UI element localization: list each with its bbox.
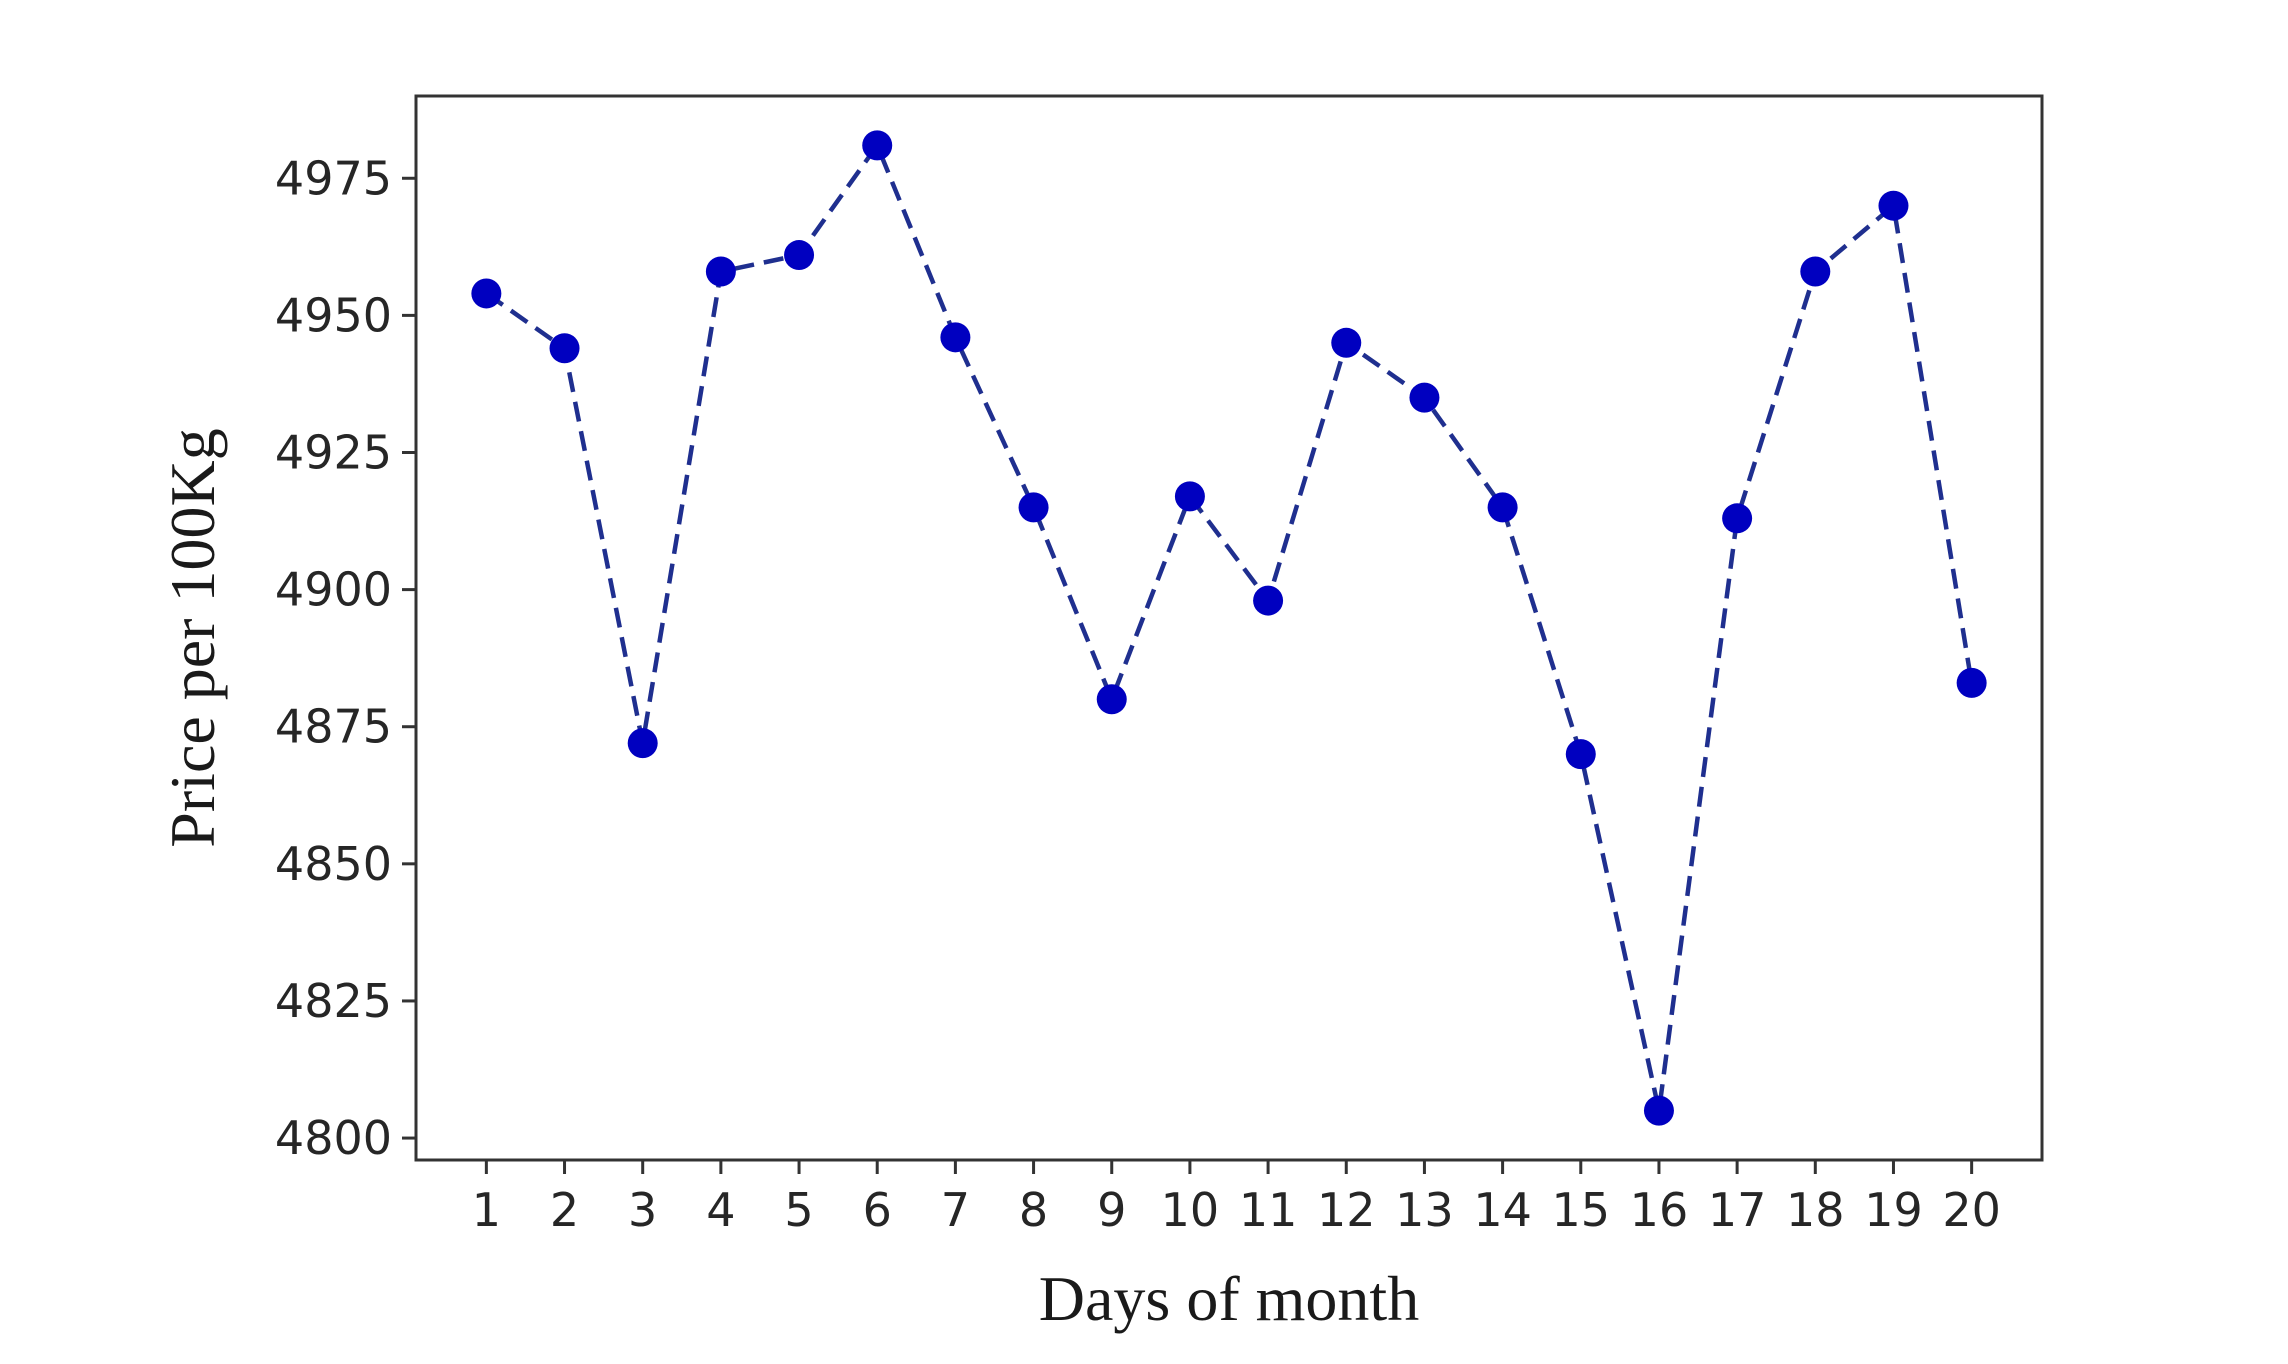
y-tick-label: 4850 bbox=[275, 837, 392, 891]
data-point bbox=[1722, 503, 1753, 534]
data-point bbox=[1643, 1095, 1674, 1126]
y-tick-label: 4825 bbox=[275, 974, 392, 1028]
x-tick-label: 14 bbox=[1473, 1183, 1532, 1237]
x-axis: 1 2 3 4 5 6 7 8 9 10 11 12 13 14 15 16 17 18 19 20 bbox=[472, 1160, 2001, 1237]
data-point bbox=[1565, 739, 1596, 770]
data-point bbox=[1800, 256, 1831, 287]
series-group bbox=[471, 130, 1987, 1126]
x-tick-label: 19 bbox=[1864, 1183, 1923, 1237]
y-axis-label: Price per 100Kg bbox=[157, 428, 228, 847]
x-tick-label: 15 bbox=[1552, 1183, 1611, 1237]
plot-frame bbox=[414, 94, 2044, 1162]
series-line bbox=[485, 143, 1974, 1113]
data-point bbox=[1956, 667, 1987, 698]
data-point bbox=[1331, 327, 1362, 358]
plot-frame-group bbox=[414, 94, 2044, 1162]
data-point bbox=[1409, 382, 1440, 413]
x-tick-label: 11 bbox=[1239, 1183, 1298, 1237]
x-tick-label: 8 bbox=[1019, 1183, 1048, 1237]
x-tick-label: 2 bbox=[550, 1183, 579, 1237]
y-tick-label: 4800 bbox=[275, 1111, 392, 1165]
data-point bbox=[471, 278, 502, 309]
data-point bbox=[1878, 190, 1909, 221]
x-tick-label: 6 bbox=[863, 1183, 892, 1237]
x-tick-label: 1 bbox=[472, 1183, 501, 1237]
x-tick-label: 17 bbox=[1708, 1183, 1767, 1237]
x-tick-label: 5 bbox=[784, 1183, 813, 1237]
y-tick-label: 4875 bbox=[275, 700, 392, 754]
data-point bbox=[1487, 492, 1518, 523]
data-point bbox=[627, 728, 658, 759]
y-tick-label: 4925 bbox=[275, 425, 392, 479]
data-point bbox=[862, 130, 893, 161]
data-point bbox=[1174, 481, 1205, 512]
data-point bbox=[1096, 684, 1127, 715]
x-tick-label: 12 bbox=[1317, 1183, 1376, 1237]
x-tick-label: 10 bbox=[1161, 1183, 1220, 1237]
data-point bbox=[1018, 492, 1049, 523]
data-point bbox=[705, 256, 736, 287]
data-point bbox=[1253, 585, 1284, 616]
x-axis-label: Days of month bbox=[1039, 1263, 1419, 1334]
x-tick-label: 20 bbox=[1942, 1183, 2001, 1237]
y-tick-label: 4950 bbox=[275, 288, 392, 342]
x-tick-label: 7 bbox=[941, 1183, 970, 1237]
y-tick-label: 4975 bbox=[275, 151, 392, 205]
x-tick-label: 13 bbox=[1395, 1183, 1454, 1237]
data-point bbox=[940, 322, 971, 353]
x-tick-label: 18 bbox=[1786, 1183, 1845, 1237]
data-point bbox=[549, 333, 580, 364]
x-tick-label: 9 bbox=[1097, 1183, 1126, 1237]
y-tick-label: 4900 bbox=[275, 563, 392, 617]
x-tick-label: 4 bbox=[706, 1183, 735, 1237]
data-point bbox=[784, 240, 815, 271]
x-tick-label: 3 bbox=[628, 1183, 657, 1237]
y-axis: 4800 4825 4850 4875 4900 4925 4950 4975 bbox=[275, 151, 416, 1165]
x-tick-label: 16 bbox=[1630, 1183, 1689, 1237]
